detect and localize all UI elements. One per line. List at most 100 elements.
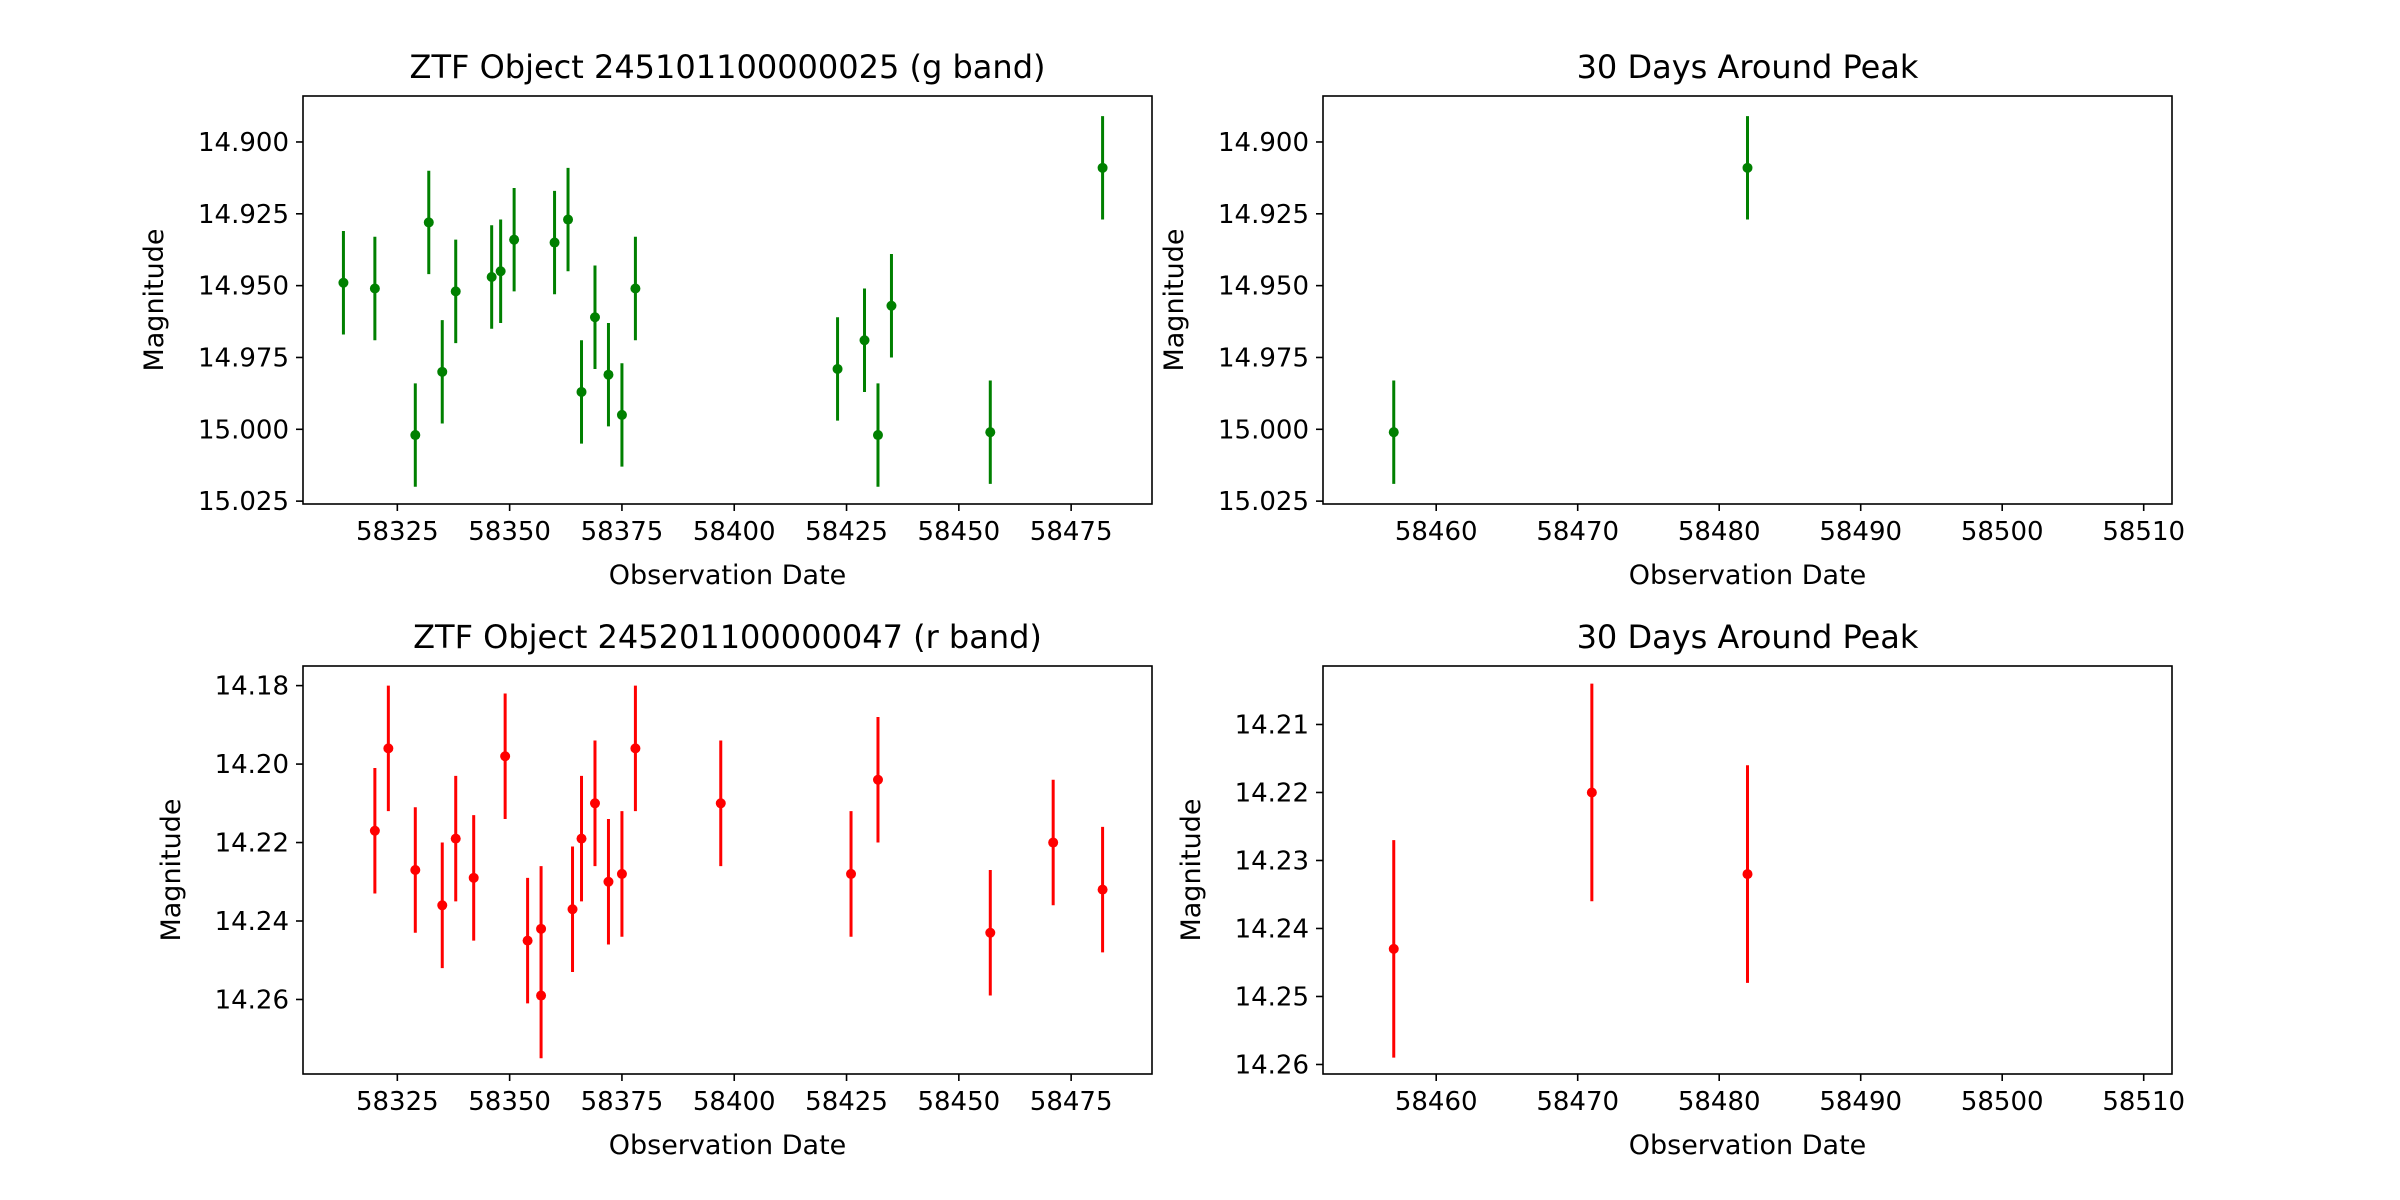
data-point: [1048, 837, 1059, 848]
data-point: [630, 743, 641, 754]
chart-panel-3: ZTF Object 245201100000047 (r band) 58325…: [156, 618, 1153, 1161]
data-point: [410, 430, 421, 441]
chart-panel-4: 30 Days Around Peak 58460 58470 58480 58490 5…: [1176, 618, 2185, 1161]
y-tick-label: 14.20: [215, 750, 289, 780]
data-point: [1586, 787, 1597, 798]
y-tick-label: 14.975: [1218, 343, 1309, 373]
data-point: [630, 283, 641, 294]
y-tick-label: 14.950: [1218, 272, 1309, 302]
data-point: [859, 335, 870, 346]
x-tick-label: 58490: [1819, 1087, 1902, 1117]
y-tick-label: 14.925: [1218, 200, 1309, 230]
chart-panel-1: ZTF Object 245101100000025 (g band) 58325…: [139, 48, 1153, 591]
x-tick-label: 58460: [1395, 1087, 1478, 1117]
data-point: [563, 214, 574, 225]
data-point: [985, 427, 996, 438]
x-axis-label: Observation Date: [1629, 1130, 1867, 1161]
x-tick-label: 58350: [468, 1087, 551, 1117]
data-point: [846, 868, 857, 879]
x-tick-label: 58325: [356, 1087, 439, 1117]
x-axis-label: Observation Date: [609, 560, 847, 591]
data-point: [589, 798, 600, 809]
data-point: [567, 904, 578, 915]
y-tick-label: 14.900: [198, 128, 289, 158]
plot-frame: [302, 95, 1153, 505]
x-tick-label: 58325: [356, 517, 439, 547]
data-point: [616, 409, 627, 420]
y-tick-label: 14.21: [1235, 710, 1309, 740]
y-tick-label: 15.025: [1218, 487, 1309, 517]
x-tick-label: 58500: [1961, 517, 2044, 547]
x-tick-label: 58470: [1536, 517, 1619, 547]
y-axis-label: Magnitude: [156, 798, 187, 941]
data-point: [410, 865, 421, 875]
y-tick-label: 14.25: [1235, 982, 1309, 1012]
x-tick-label: 58400: [693, 1087, 776, 1117]
data-point: [437, 366, 448, 377]
data-point: [1388, 943, 1399, 954]
chart-title: ZTF Object 245101100000025 (g band): [410, 48, 1046, 86]
x-tick-label: 58480: [1678, 517, 1761, 547]
x-tick-label: 58480: [1678, 1087, 1761, 1117]
y-tick-label: 14.22: [215, 829, 289, 859]
x-tick-label: 58510: [2102, 517, 2185, 547]
data-point: [616, 868, 627, 879]
x-tick-label: 58375: [581, 1087, 664, 1117]
x-tick-label: 58510: [2102, 1087, 2185, 1117]
data-point: [468, 872, 479, 883]
data-point: [536, 923, 547, 934]
data-point: [423, 217, 434, 228]
x-tick-label: 58375: [581, 517, 664, 547]
data-point: [1388, 427, 1399, 438]
data-point: [886, 300, 897, 311]
x-tick-label: 58470: [1536, 1087, 1619, 1117]
data-point: [603, 369, 614, 380]
plot-frame: [1322, 95, 2173, 505]
data-point: [536, 990, 547, 1001]
y-tick-label: 15.000: [1218, 415, 1309, 445]
y-tick-label: 14.975: [198, 343, 289, 373]
x-axis-label: Observation Date: [1629, 560, 1867, 591]
data-point: [450, 286, 461, 297]
data-point: [576, 386, 587, 397]
data-point: [872, 774, 883, 785]
data-point: [1097, 884, 1108, 895]
data-point: [486, 272, 497, 283]
y-tick-label: 14.23: [1235, 846, 1309, 876]
data-point: [437, 900, 448, 911]
y-tick-label: 14.24: [1235, 914, 1309, 944]
y-tick-label: 14.18: [215, 672, 289, 702]
x-tick-label: 58425: [805, 1087, 888, 1117]
data-point: [1097, 162, 1108, 173]
x-tick-label: 58425: [805, 517, 888, 547]
data-point: [369, 283, 380, 294]
x-tick-label: 58475: [1030, 517, 1113, 547]
data-point: [1742, 869, 1753, 880]
x-tick-label: 58450: [917, 517, 1000, 547]
data-point: [450, 833, 461, 844]
data-point: [500, 751, 511, 762]
data-point: [576, 833, 587, 844]
y-tick-label: 14.26: [1235, 1050, 1309, 1080]
data-point: [872, 430, 883, 441]
data-point: [369, 825, 380, 836]
data-point: [522, 935, 533, 946]
x-axis-label: Observation Date: [609, 1130, 847, 1161]
y-tick-label: 14.900: [1218, 128, 1309, 158]
y-tick-label: 15.025: [198, 487, 289, 517]
x-tick-label: 58500: [1961, 1087, 2044, 1117]
data-point: [832, 363, 843, 374]
plot-frame: [1322, 665, 2173, 1075]
data-point: [383, 743, 394, 754]
y-tick-label: 15.000: [198, 415, 289, 445]
chart-panel-2: 30 Days Around Peak 58460 58470 58480 58490 5…: [1159, 48, 2185, 591]
y-axis-label: Magnitude: [1159, 228, 1190, 371]
data-point: [589, 312, 600, 323]
chart-title: 30 Days Around Peak: [1577, 48, 1919, 86]
x-tick-label: 58350: [468, 517, 551, 547]
data-point: [495, 266, 506, 277]
y-tick-label: 14.950: [198, 272, 289, 302]
y-axis-label: Magnitude: [139, 228, 170, 371]
data-point: [985, 927, 996, 938]
